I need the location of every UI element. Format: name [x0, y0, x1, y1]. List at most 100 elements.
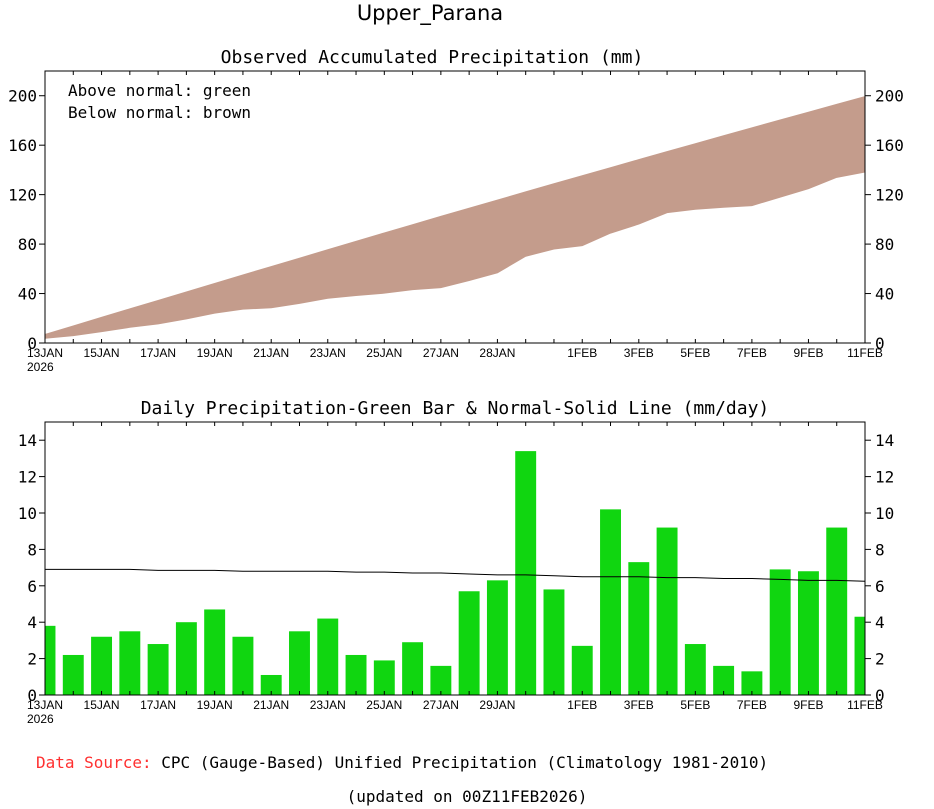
lower-ytick-label-right: 14 — [875, 431, 894, 450]
lower-xtick-label: 5FEB — [680, 698, 710, 712]
daily-precip-bar — [119, 631, 141, 695]
daily-precip-bar — [656, 527, 678, 695]
upper-ytick-label-left: 200 — [8, 87, 37, 106]
upper-plot-area — [44, 96, 866, 339]
upper-ytick-label-right: 160 — [875, 136, 904, 155]
lower-xtick-label: 7FEB — [737, 698, 767, 712]
lower-xtick-label: 19JAN — [197, 698, 233, 712]
normal-accumulation-line — [44, 96, 866, 335]
upper-chart-title: Observed Accumulated Precipitation (mm) — [221, 47, 644, 68]
lower-xtick-label: 15JAN — [84, 698, 120, 712]
upper-xtick-label: 3FEB — [624, 346, 654, 360]
lower-chart-title: Daily Precipitation-Green Bar & Normal-S… — [141, 398, 770, 419]
data-source-line: Data Source: CPC (Gauge-Based) Unified P… — [36, 753, 768, 772]
daily-precip-bar — [232, 636, 254, 695]
lower-xtick-label: 23JAN — [310, 698, 346, 712]
daily-precip-bar — [769, 569, 791, 695]
data-source-label: Data Source: — [36, 753, 152, 772]
upper-xtick-label: 19JAN — [197, 346, 233, 360]
upper-ytick-label-right: 80 — [875, 235, 894, 254]
lower-ytick-label-right: 4 — [875, 613, 885, 632]
daily-precip-bar — [175, 622, 197, 695]
daily-precip-bar — [543, 589, 565, 695]
daily-precip-bar — [600, 509, 621, 695]
lower-xtick-label: 25JAN — [366, 698, 402, 712]
upper-xtick-label: 1FEB — [567, 346, 597, 360]
daily-precip-bar — [345, 654, 367, 695]
upper-xtick-label: 25JAN — [366, 346, 402, 360]
daily-precip-bar — [147, 644, 169, 695]
upper-xtick-label: 27JAN — [423, 346, 459, 360]
page-title: Upper_Parana — [357, 1, 503, 26]
accumulated-precip-panel: Observed Accumulated Precipitation (mm) … — [8, 47, 904, 374]
daily-precip-bar — [373, 660, 395, 695]
upper-xtick-label: 13JAN — [27, 346, 63, 360]
daily-precip-bar — [317, 618, 339, 695]
upper-axes: 0 0 40 40 80 80 120 120 160 160 200 200 13JAN 15JAN 17… — [8, 71, 904, 374]
upper-xtick-label: 15JAN — [84, 346, 120, 360]
data-source-text: CPC (Gauge-Based) Unified Precipitation … — [151, 753, 769, 772]
upper-xtick-label: 28JAN — [479, 346, 515, 360]
upper-xtick-label: 11FEB — [847, 346, 883, 360]
daily-precip-bar — [741, 671, 763, 695]
upper-year-label: 2026 — [27, 360, 54, 374]
lower-ytick-label-right: 6 — [875, 577, 885, 596]
upper-ytick-label-left: 40 — [18, 285, 37, 304]
observed-accumulation-line — [44, 171, 866, 339]
daily-precip-bar — [204, 609, 226, 695]
lower-ytick-label-left: 14 — [18, 431, 37, 450]
lower-plot-frame — [44, 421, 866, 696]
lower-ytick-label-right: 8 — [875, 540, 885, 559]
lower-ytick-label-left: 4 — [27, 613, 37, 632]
daily-precip-bar — [430, 665, 452, 695]
daily-precip-bar — [260, 674, 282, 695]
lower-ytick-label-left: 6 — [27, 577, 37, 596]
lower-plot-area — [45, 451, 866, 695]
updated-note: (updated on 00Z11FEB2026) — [346, 787, 588, 806]
lower-xtick-label: 1FEB — [567, 698, 597, 712]
upper-xtick-label: 9FEB — [793, 346, 823, 360]
upper-ytick-label-left: 80 — [18, 235, 37, 254]
lower-ytick-label-left: 2 — [27, 650, 37, 669]
upper-xtick-label: 17JAN — [140, 346, 176, 360]
daily-precip-bar — [91, 636, 113, 695]
upper-xtick-label: 7FEB — [737, 346, 767, 360]
lower-ytick-label-right: 2 — [875, 650, 885, 669]
legend-note-above: Above normal: green — [68, 81, 251, 100]
daily-precip-bar — [684, 644, 706, 695]
lower-ytick-label-left: 10 — [18, 504, 37, 523]
daily-precip-bar — [45, 625, 56, 695]
daily-precip-bar — [713, 665, 735, 695]
upper-ytick-label-right: 40 — [875, 285, 894, 304]
daily-precip-panel: Daily Precipitation-Green Bar & Normal-S… — [18, 398, 895, 726]
daily-precip-bar — [628, 562, 650, 695]
upper-xtick-label: 5FEB — [680, 346, 710, 360]
lower-ytick-label-left: 0 — [27, 686, 37, 705]
daily-normal-line — [45, 568, 866, 582]
lower-xtick-label: 17JAN — [140, 698, 176, 712]
upper-ytick-label-left: 120 — [8, 186, 37, 205]
daily-precip-bar — [62, 654, 84, 695]
upper-xtick-label: 23JAN — [310, 346, 346, 360]
lower-ytick-label-right: 0 — [875, 686, 885, 705]
upper-ytick-label-right: 120 — [875, 186, 904, 205]
daily-precip-bar — [486, 580, 508, 695]
daily-precip-bar — [402, 642, 424, 695]
daily-precip-bar — [458, 591, 480, 695]
daily-precip-bar — [826, 527, 848, 695]
daily-precip-bar — [289, 631, 310, 695]
lower-year-label: 2026 — [27, 712, 54, 726]
upper-xtick-label: 21JAN — [253, 346, 289, 360]
upper-ytick-label-left: 0 — [27, 334, 37, 353]
daily-precip-bar — [797, 571, 819, 695]
daily-precip-bar — [515, 451, 537, 695]
lower-xtick-label: 13JAN — [27, 698, 63, 712]
lower-ytick-label-right: 10 — [875, 504, 894, 523]
lower-axes: 0 0 2 2 4 4 6 6 8 8 10 10 12 12 14 14 13JAN 15JAN 17JAN 19J… — [18, 422, 894, 726]
legend-note-below: Below normal: brown — [68, 103, 251, 122]
lower-ytick-label-left: 8 — [27, 540, 37, 559]
lower-xtick-label: 21JAN — [253, 698, 289, 712]
lower-xtick-label: 3FEB — [624, 698, 654, 712]
lower-ytick-label-right: 12 — [875, 468, 894, 487]
